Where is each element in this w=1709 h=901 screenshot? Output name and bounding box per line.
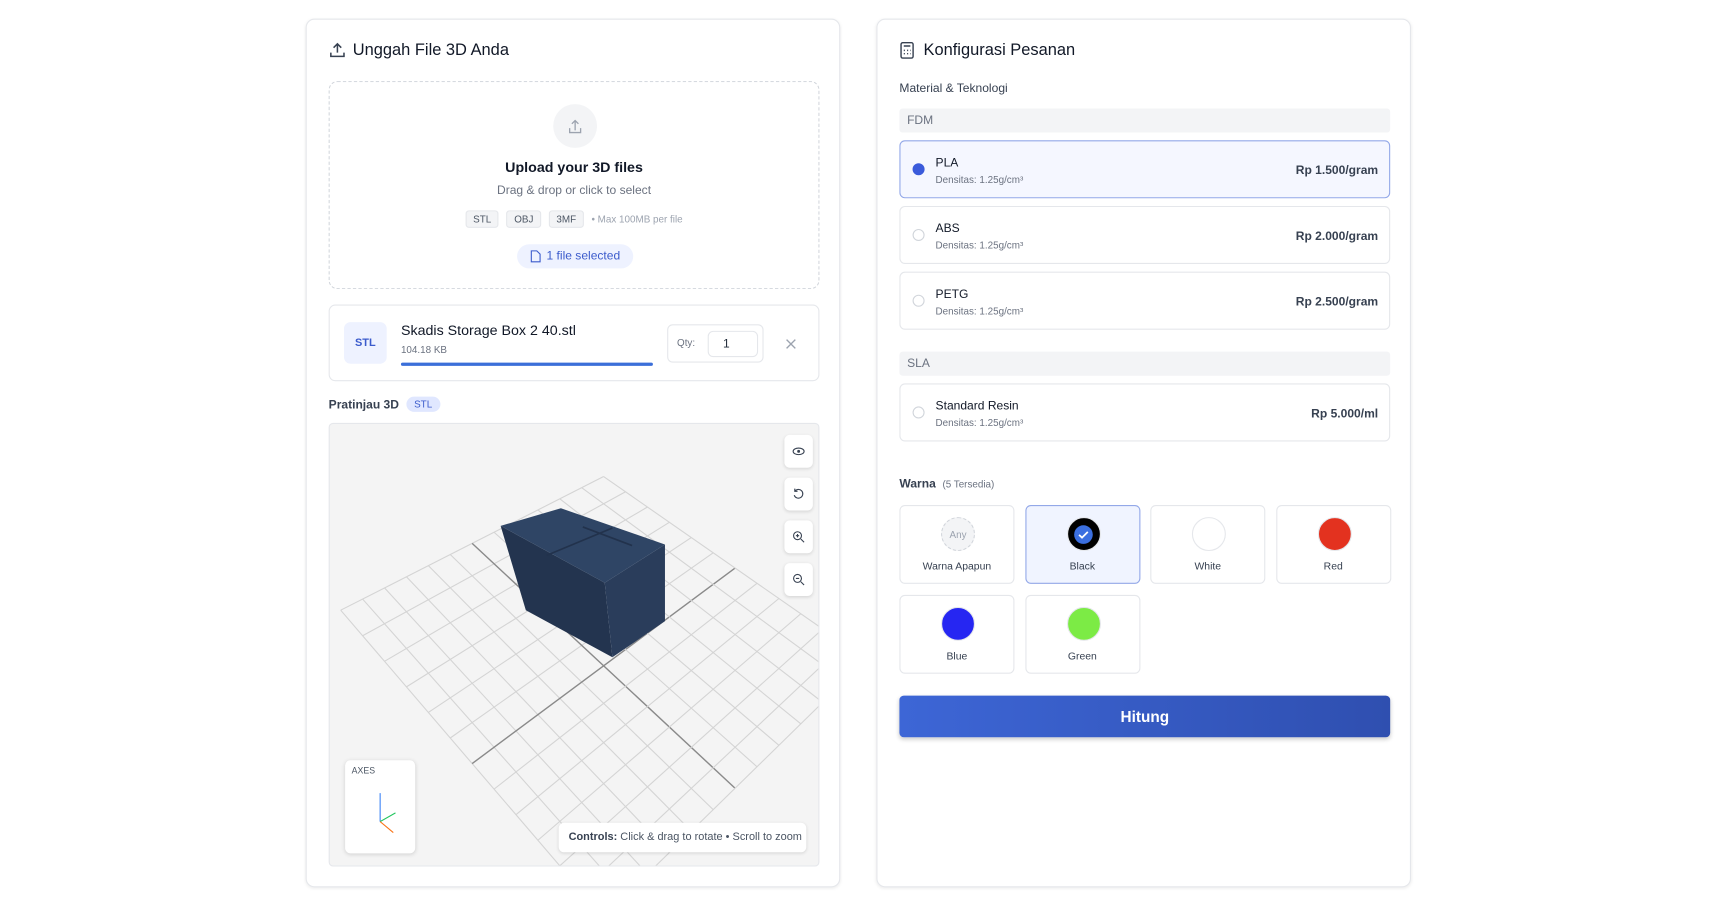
color-name: Green [1067,650,1097,663]
selected-pill: 1 file selected [517,244,634,269]
format-chip: 3MF [548,210,584,228]
color-card[interactable]: Red [1275,505,1391,584]
color-name: Blue [946,650,968,663]
file-card: STL Skadis Storage Box 2 40.stl 104.18 K… [328,304,820,382]
max-size: • Max 100MB per file [591,213,683,225]
color-card[interactable]: Any Warna Apapun [899,505,1015,584]
dropzone[interactable]: Upload your 3D files Drag & drop or clic… [328,81,820,290]
material-name: PETG [935,288,969,302]
material-name: ABS [935,222,960,236]
file-name: Skadis Storage Box 2 40.stl [400,322,576,339]
controls-label: Controls: [568,831,618,844]
panel-title: Konfigurasi Pesanan [923,40,1076,60]
file-size: 104.18 KB [400,343,448,355]
remove-button[interactable] [785,339,796,350]
color-name: Red [1323,560,1343,573]
material-card[interactable]: PLA Densitas: 1.25g/cm³ Rp 1.500/gram [899,140,1391,199]
material-price: Rp 2.500/gram [1295,295,1379,309]
material-density: Densitas: 1.25g/cm³ [935,174,1024,186]
zoom-in[interactable] [784,520,813,554]
reset-view[interactable] [784,477,813,511]
group-header: FDM [899,108,1391,133]
format-chip: OBJ [506,210,542,228]
color-swatch: Any [941,517,975,552]
viewer[interactable]: AXES Controls: Click & drag to rotate • … [328,422,820,867]
material-density: Densitas: 1.25g/cm³ [935,239,1024,251]
upload-panel: Unggah File 3D Anda Upload your 3D files… [305,18,841,888]
axes-label: AXES [351,765,376,776]
material-price: Rp 5.000/ml [1311,407,1379,421]
box-front [604,544,665,658]
color-card[interactable]: Black [1024,505,1140,584]
material-card[interactable]: ABS Densitas: 1.25g/cm³ Rp 2.000/gram [899,205,1391,265]
preview-badge: STL [406,396,440,412]
color-label: Warna (5 Tersedia) [899,478,994,491]
panel-title: Unggah File 3D Anda [352,40,509,60]
dropzone-subtitle: Drag & drop or click to select [497,184,652,198]
material-price: Rp 2.000/gram [1295,230,1379,244]
box-top [500,508,665,583]
qty-label: Qty: [677,337,696,349]
color-swatch [1191,517,1226,552]
color-card[interactable]: White [1150,505,1266,584]
calculator-icon [900,42,914,59]
grid-line [537,613,802,841]
material-density: Densitas: 1.25g/cm³ [935,305,1024,317]
color-card[interactable]: Blue [899,594,1015,674]
box-left [500,525,613,658]
color-card[interactable]: Green [1024,594,1140,674]
color-swatch [1317,517,1352,552]
material-name: PLA [935,156,959,170]
toggle-view[interactable] [784,434,813,468]
radio [912,163,925,176]
preview-label: Pratinjau 3D [328,398,399,412]
material-card[interactable]: Standard Resin Densitas: 1.25g/cm³ Rp 5.00… [899,383,1391,442]
grid-line [581,487,819,663]
radio [912,406,925,419]
color-name: Black [1069,560,1096,573]
color-name: White [1194,560,1222,573]
color-swatch [941,606,975,641]
material-card[interactable]: PETG Densitas: 1.25g/cm³ Rp 2.500/gram [899,271,1391,330]
config-panel: Konfigurasi Pesanan Material & Teknologi… [876,18,1412,888]
format-chip: STL [465,210,499,228]
progress-bar [400,362,653,366]
upload-icon [330,42,345,58]
color-swatch [1066,606,1101,641]
color-count: (5 Tersedia) [942,478,995,490]
dropzone-heading: Upload your 3D files [505,158,643,176]
qty-input[interactable]: 1 [707,330,759,358]
material-label: Material & Teknologi [899,82,1008,96]
file-badge: STL [343,322,387,364]
controls-text: Click & drag to rotate • Scroll to zoom [620,831,802,844]
dropzone-icon [553,104,598,148]
group-header: SLA [899,351,1391,376]
grid-line [603,476,819,627]
controls-hint: Controls: Click & drag to rotate • Scrol… [558,822,807,853]
grid-line [655,705,819,866]
zoom-out[interactable] [784,563,813,596]
calculate-button[interactable]: Hitung [899,695,1391,738]
radio [912,294,925,307]
format-list: STL OBJ 3MF • Max 100MB per file [330,210,819,228]
selected-text: 1 file selected [546,249,621,263]
color-swatch [1066,517,1101,552]
axes-widget: AXES [345,760,416,854]
material-density: Densitas: 1.25g/cm³ [935,417,1024,429]
material-price: Rp 1.500/gram [1295,164,1379,178]
color-name: Warna Apapun [922,560,992,573]
qty-box: Qty: 1 [667,324,764,363]
radio [912,228,925,242]
color-label-text: Warna [899,477,936,491]
material-name: Standard Resin [935,399,1019,414]
